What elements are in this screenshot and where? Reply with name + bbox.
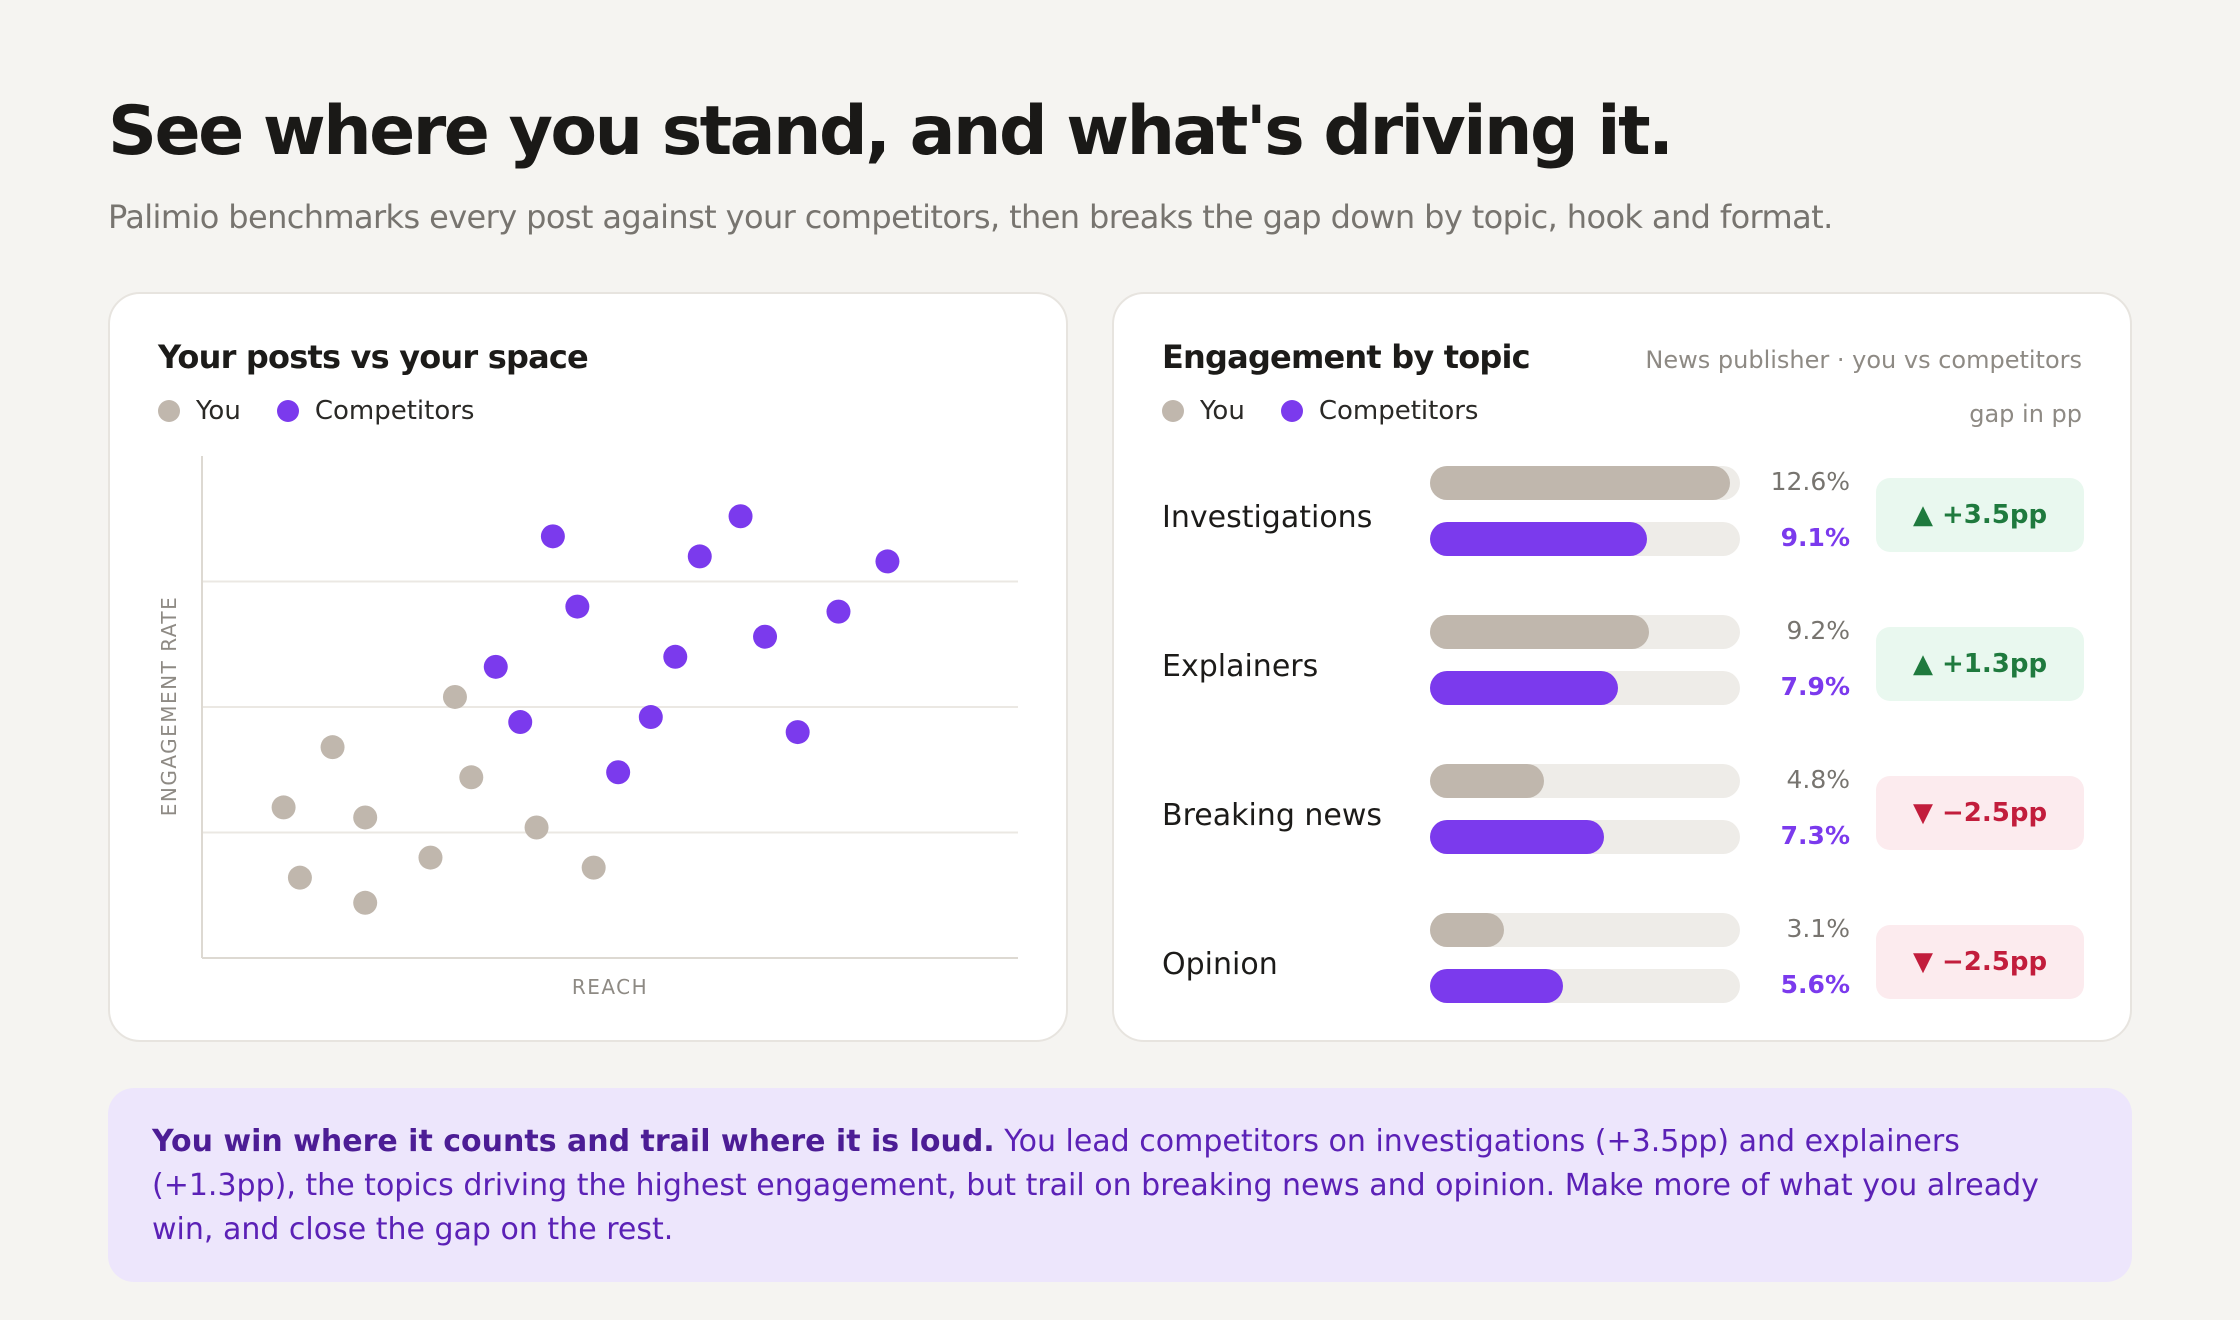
bar-competitors [1430,969,1563,1003]
topic-row-3: Breaking news 4.8% 7.3% ▼ −2.5pp [1114,762,2130,882]
topic-legend-competitors-swatch [1280,400,1303,422]
x-axis-label: REACH [572,975,648,999]
bar-competitors [1430,671,1618,705]
legend-you-label: You [196,396,241,426]
value-competitors: 5.6% [1780,970,1850,999]
scatter-point-you-6 [418,845,443,870]
bar-you [1430,913,1504,947]
gap-badge: ▲ +3.5pp [1876,478,2084,552]
scatter-point-competitors-11 [785,720,810,745]
bar-track-competitors [1430,671,1740,705]
scatter-point-you-10 [581,855,606,880]
value-competitors: 7.3% [1780,821,1850,850]
bar-you [1430,764,1544,798]
scatter-point-competitors-12 [826,599,851,624]
bar-track-you [1430,764,1740,798]
legend-competitors-label: Competitors [314,396,475,426]
legend-competitors-swatch [276,400,299,422]
legend-you: You [158,396,241,426]
topic-card-meta: News publisher · you vs competitors [1645,346,2082,374]
value-you: 12.6% [1770,467,1850,496]
insight-lead: You win where it counts and trail where … [152,1124,995,1159]
topic-label: Opinion [1162,947,1278,982]
scatter-point-competitors-5 [606,760,631,785]
bar-track-competitors [1430,969,1740,1003]
bar-track-you [1430,913,1740,947]
bar-track-you [1430,615,1740,649]
scatter-point-competitors-13 [875,549,900,574]
topic-label: Investigations [1162,500,1373,535]
topic-legend-competitors-label: Competitors [1318,396,1479,426]
page-title: See where you stand, and what's driving … [108,92,1674,171]
topic-card: Engagement by topic News publisher · you… [1112,292,2132,1042]
scatter-point-you-7 [442,684,467,709]
scatter-card: Your posts vs your space You Competitors… [108,292,1068,1042]
y-axis-label: ENGAGEMENT RATE [157,596,181,817]
scatter-point-competitors-2 [508,710,533,735]
page-subtitle: Palimio benchmarks every post against yo… [108,198,1833,236]
insight-callout: You win where it counts and trail where … [108,1088,2132,1282]
gap-badge: ▼ −2.5pp [1876,776,2084,850]
scatter-point-you-8 [459,765,484,790]
value-you: 4.8% [1786,765,1850,794]
topic-legend-competitors: Competitors [1280,396,1479,426]
scatter-point-competitors-9 [728,504,753,529]
bar-competitors [1430,522,1647,556]
topic-label: Breaking news [1162,798,1383,833]
scatter-point-you-3 [320,735,345,760]
topic-legend: You Competitors [1162,396,1514,426]
bar-track-you [1430,466,1740,500]
value-you: 9.2% [1786,616,1850,645]
insight-body: You lead competitors on investigations (… [152,1124,2039,1247]
gap-badge: ▲ +1.3pp [1876,627,2084,701]
gap-badge: ▼ −2.5pp [1876,925,2084,999]
scatter-point-you-2 [287,865,312,890]
legend-you-swatch [158,400,180,422]
gap-note: gap in pp [1969,400,2082,428]
bar-you [1430,466,1730,500]
scatter-point-you-9 [524,815,549,840]
legend-competitors: Competitors [276,396,475,426]
scatter-point-competitors-10 [753,624,778,649]
value-competitors: 7.9% [1780,672,1850,701]
bar-competitors [1430,820,1604,854]
scatter-point-competitors-1 [483,654,508,679]
scatter-point-competitors-6 [638,705,663,730]
scatter-point-you-4 [353,890,378,915]
scatter-legend: You Competitors [158,396,510,426]
value-competitors: 9.1% [1780,523,1850,552]
topic-row-1: Investigations 12.6% 9.1% ▲ +3.5pp [1114,464,2130,584]
scatter-point-you-5 [353,805,378,830]
bar-track-competitors [1430,820,1740,854]
scatter-plot: REACH ENGAGEMENT RATE [157,456,1018,999]
scatter-point-competitors-4 [565,594,590,619]
topic-label: Explainers [1162,649,1319,684]
scatter-point-competitors-8 [687,544,712,569]
bar-you [1430,615,1649,649]
value-you: 3.1% [1786,914,1850,943]
topic-legend-you-swatch [1162,400,1184,422]
bar-track-competitors [1430,522,1740,556]
topic-legend-you-label: You [1200,396,1245,426]
topic-legend-you: You [1162,396,1245,426]
scatter-point-you-1 [271,795,296,820]
topic-row-2: Explainers 9.2% 7.9% ▲ +1.3pp [1114,613,2130,733]
topic-row-4: Opinion 3.1% 5.6% ▼ −2.5pp [1114,911,2130,1031]
scatter-card-title: Your posts vs your space [158,338,589,376]
scatter-point-competitors-3 [540,524,565,549]
topic-card-title: Engagement by topic [1162,338,1531,376]
scatter-point-competitors-7 [663,644,688,669]
